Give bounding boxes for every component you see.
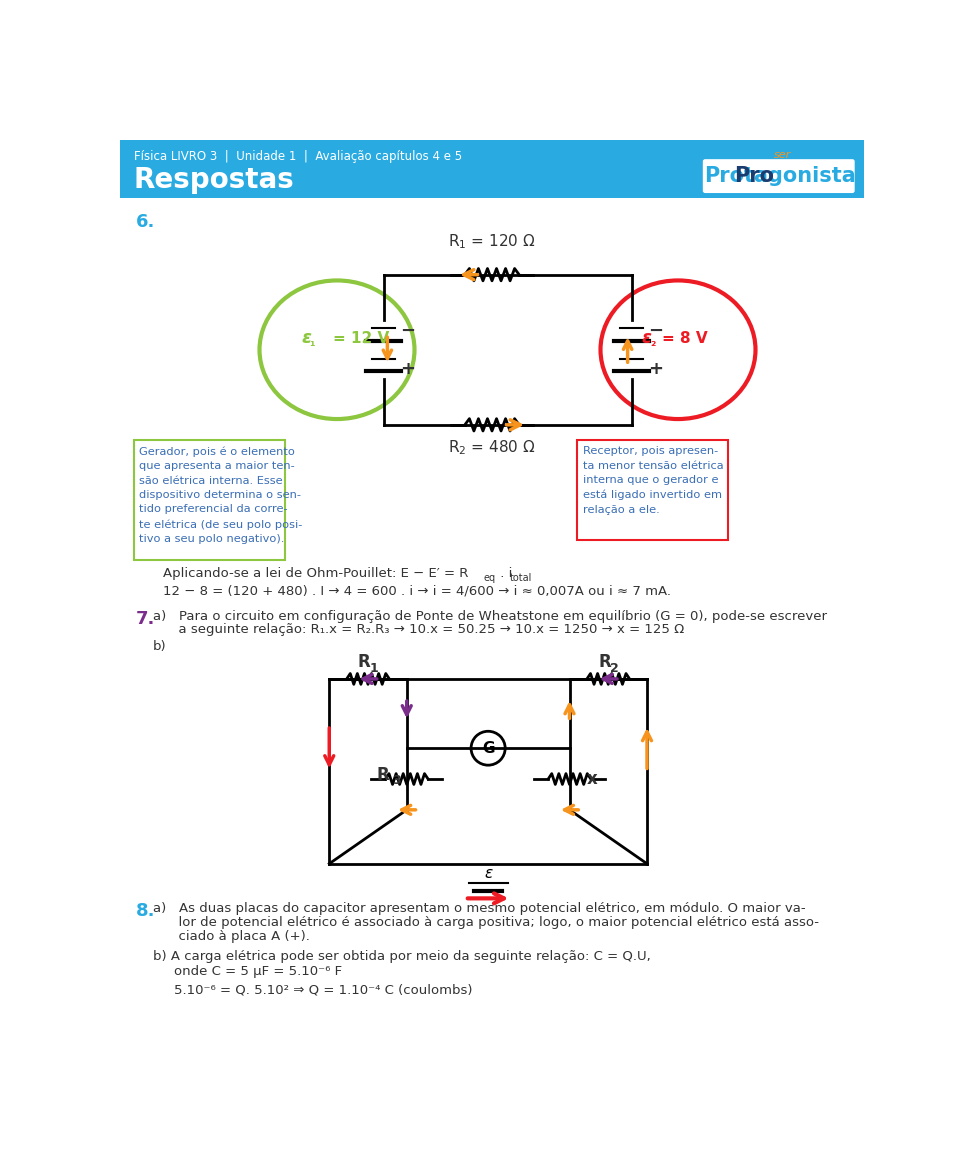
Text: . i: . i [496, 568, 513, 581]
Text: R: R [598, 653, 611, 672]
Text: Protagonista: Protagonista [705, 166, 856, 187]
Text: Gerador, pois é o elemento
que apresenta a maior ten-
são elétrica interna. Esse: Gerador, pois é o elemento que apresenta… [139, 447, 302, 545]
Text: Respostas: Respostas [134, 166, 295, 194]
Text: R: R [377, 766, 390, 785]
Text: ε: ε [484, 866, 492, 881]
Text: 12 − 8 = (120 + 480) . I → 4 = 600 . i → i = 4/600 → i ≈ 0,007A ou i ≈ 7 mA.: 12 − 8 = (120 + 480) . I → 4 = 600 . i →… [162, 584, 671, 597]
Text: lor de potencial elétrico é associado à carga positiva; logo, o maior potencial : lor de potencial elétrico é associado à … [153, 916, 819, 929]
FancyBboxPatch shape [134, 441, 285, 560]
Text: eq: eq [484, 574, 495, 583]
Text: a)   As duas placas do capacitor apresentam o mesmo potencial elétrico, em módul: a) As duas placas do capacitor apresenta… [153, 902, 805, 915]
Text: 7.: 7. [135, 610, 155, 627]
Text: a)   Para o circuito em configuração de Ponte de Wheatstone em equilíbrio (G = 0: a) Para o circuito em configuração de Po… [153, 610, 827, 623]
Text: total: total [510, 574, 532, 583]
Text: ε: ε [642, 329, 652, 347]
Text: ε: ε [301, 329, 311, 347]
Text: +: + [649, 360, 663, 378]
Text: G: G [482, 740, 494, 756]
Text: a seguinte relação: R₁.x = R₂.R₃ → 10.x = 50.25 → 10.x = 1250 → x = 125 Ω: a seguinte relação: R₁.x = R₂.R₃ → 10.x … [153, 624, 684, 637]
FancyBboxPatch shape [703, 160, 854, 194]
Text: R$_1$ = 120 Ω: R$_1$ = 120 Ω [448, 232, 536, 251]
Text: 3: 3 [392, 774, 400, 787]
Text: = 12 V: = 12 V [333, 331, 390, 345]
Text: 6.: 6. [135, 213, 155, 231]
Text: Aplicando-se a lei de Ohm-Pouillet: E − E′ = R: Aplicando-se a lei de Ohm-Pouillet: E − … [162, 568, 468, 581]
Text: ciado à placa A (+).: ciado à placa A (+). [153, 930, 309, 943]
Bar [120, 140, 864, 198]
Text: Física LIVRO 3  |  Unidade 1  |  Avaliação capítulos 4 e 5: Física LIVRO 3 | Unidade 1 | Avaliação c… [134, 150, 462, 163]
Text: onde C = 5 μF = 5.10⁻⁶ F: onde C = 5 μF = 5.10⁻⁶ F [175, 965, 343, 978]
Text: R: R [358, 653, 371, 672]
Text: 2: 2 [610, 662, 619, 675]
Text: R$_2$ = 480 Ω: R$_2$ = 480 Ω [448, 438, 536, 457]
Text: b) A carga elétrica pode ser obtida por meio da seguinte relação: C = Q.U,: b) A carga elétrica pode ser obtida por … [153, 950, 650, 963]
Text: Pro: Pro [734, 166, 775, 187]
Text: 1: 1 [370, 662, 378, 675]
Text: 5.10⁻⁶ = Q. 5.10² ⇒ Q = 1.10⁻⁴ C (coulombs): 5.10⁻⁶ = Q. 5.10² ⇒ Q = 1.10⁻⁴ C (coulom… [175, 984, 472, 997]
Text: = 8 V: = 8 V [662, 331, 708, 345]
Text: ₂: ₂ [651, 336, 656, 349]
Text: ₁: ₁ [309, 336, 315, 349]
Text: +: + [400, 360, 416, 378]
Text: 8.: 8. [135, 902, 155, 920]
Text: ser: ser [774, 150, 791, 160]
Circle shape [471, 731, 505, 765]
Text: x: x [587, 770, 597, 788]
Text: b): b) [153, 640, 166, 653]
Text: −: − [400, 322, 416, 339]
FancyBboxPatch shape [577, 441, 729, 540]
Text: Receptor, pois apresen-
ta menor tensão elétrica
interna que o gerador e
está li: Receptor, pois apresen- ta menor tensão … [583, 447, 723, 514]
Text: −: − [649, 322, 663, 339]
